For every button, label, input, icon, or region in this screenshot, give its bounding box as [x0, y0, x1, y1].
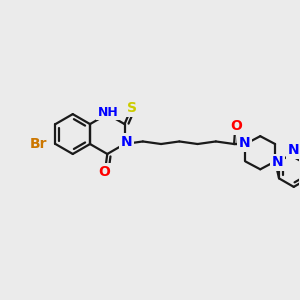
Text: NH: NH	[98, 106, 119, 118]
Text: Br: Br	[30, 137, 47, 151]
Text: O: O	[98, 165, 110, 179]
Text: N: N	[238, 136, 250, 150]
Text: S: S	[127, 101, 136, 115]
Text: N: N	[271, 155, 283, 170]
Text: O: O	[230, 119, 242, 133]
Text: N: N	[288, 143, 300, 157]
Text: N: N	[121, 135, 132, 149]
